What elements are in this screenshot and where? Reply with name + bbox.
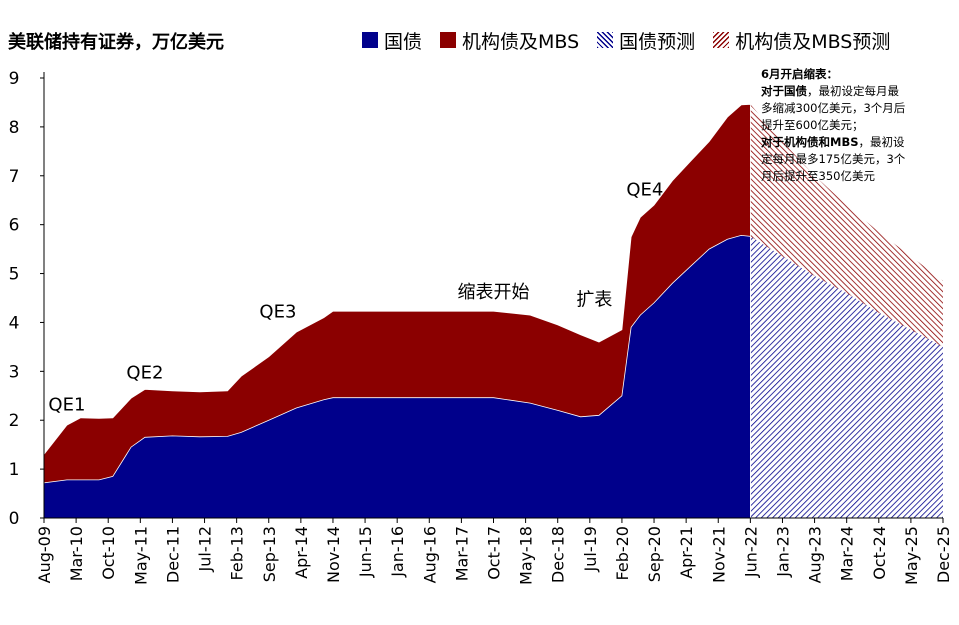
y-tick-label: 2	[9, 411, 20, 431]
x-tick-label: Jul-19	[581, 526, 600, 572]
y-tick-label: 9	[9, 69, 20, 89]
legend-item-mbs: 机构债及MBS	[440, 27, 579, 54]
x-tick-label: Mar-24	[838, 526, 857, 581]
x-tick-label: May-11	[131, 526, 150, 585]
x-tick-label: Dec-18	[549, 526, 568, 583]
annotation-label: QE2	[126, 363, 163, 384]
y-tick-label: 8	[9, 118, 20, 138]
x-tick-label: Dec-25	[934, 526, 953, 583]
annotation-box: 6月开启缩表： 对于国债，最初设定每月最 多缩减300亿美元，3个月后 提升至6…	[761, 66, 905, 185]
legend-label-mbs-forecast: 机构债及MBS预测	[735, 30, 891, 53]
y-tick-label: 6	[9, 216, 20, 236]
x-tick-label: Sep-20	[645, 526, 664, 582]
note-line: 月后提升至350亿美元	[761, 169, 875, 183]
legend-swatch-treasury	[362, 32, 378, 48]
legend-label-treasury-forecast: 国债预测	[619, 30, 696, 53]
x-tick-label: Aug-16	[420, 526, 439, 583]
y-tick-label: 1	[9, 460, 20, 480]
x-tick-label: Nov-14	[324, 526, 343, 583]
y-tick-label: 7	[9, 167, 20, 187]
y-tick-label: 0	[9, 509, 20, 529]
x-tick-label: Oct-17	[485, 526, 504, 580]
x-tick-label: Aug-09	[35, 526, 54, 583]
annotation-label: QE4	[626, 179, 663, 200]
note-line: 对于机构债和MBS，最初设	[761, 135, 905, 149]
x-tick-label: Jan-16	[388, 526, 407, 578]
x-tick-label: May-25	[902, 526, 921, 585]
x-tick-label: Aug-23	[806, 526, 825, 583]
x-tick-label: Sep-13	[260, 526, 279, 582]
annotation-label: 缩表开始	[458, 282, 530, 303]
note-line: 定每月最多175亿美元，3个	[761, 152, 906, 166]
x-tick-label: Jun-15	[356, 526, 375, 578]
note-line: 提升至600亿美元；	[761, 118, 864, 132]
note-header: 6月开启缩表：	[761, 67, 839, 81]
chart-title: 美联储持有证券，万亿美元	[8, 32, 224, 53]
legend-item-mbs-forecast: 机构债及MBS预测	[713, 27, 890, 54]
y-tick-label: 3	[9, 362, 20, 382]
x-tick-label: Feb-13	[228, 526, 247, 580]
x-tick-label: Nov-21	[709, 526, 728, 583]
x-tick-label: Jan-23	[773, 526, 792, 578]
legend-label-treasury: 国债	[384, 30, 423, 53]
legend-item-treasury-forecast: 国债预测	[597, 27, 695, 54]
treasury-area	[43, 234, 751, 519]
legend: 国债 机构债及MBS 国债预测 机构债及MBS预测	[362, 27, 890, 54]
legend-swatch-mbs	[440, 32, 457, 48]
x-tick-label: Apr-21	[677, 526, 696, 579]
y-tick-label: 4	[9, 313, 20, 333]
x-tick-label: Apr-14	[292, 526, 311, 579]
x-tick-label: Mar-10	[67, 526, 86, 581]
x-tick-label: Dec-11	[163, 526, 182, 583]
y-tick-label: 5	[9, 265, 20, 285]
x-tick-label: May-18	[517, 526, 536, 585]
x-tick-label: Oct-24	[870, 526, 889, 580]
annotation-label: QE1	[48, 394, 85, 415]
legend-swatch-treasury-forecast	[597, 32, 614, 48]
annotation-label: QE3	[259, 302, 296, 323]
legend-item-treasury: 国债	[362, 27, 422, 54]
legend-swatch-mbs-forecast	[713, 32, 730, 48]
annotation-label: 扩表	[576, 289, 612, 310]
x-tick-label: Jun-22	[741, 526, 760, 578]
treasury-forecast-area	[750, 236, 943, 518]
x-tick-label: Jul-12	[196, 526, 215, 572]
note-line: 多缩减300亿美元，3个月后	[761, 101, 906, 115]
x-tick-label: Feb-20	[613, 526, 632, 580]
x-tick-label: Mar-17	[452, 526, 471, 581]
note-line: 对于国债，最初设定每月最	[761, 84, 899, 98]
x-tick-label: Oct-10	[99, 526, 118, 580]
legend-label-mbs: 机构债及MBS	[462, 30, 580, 53]
